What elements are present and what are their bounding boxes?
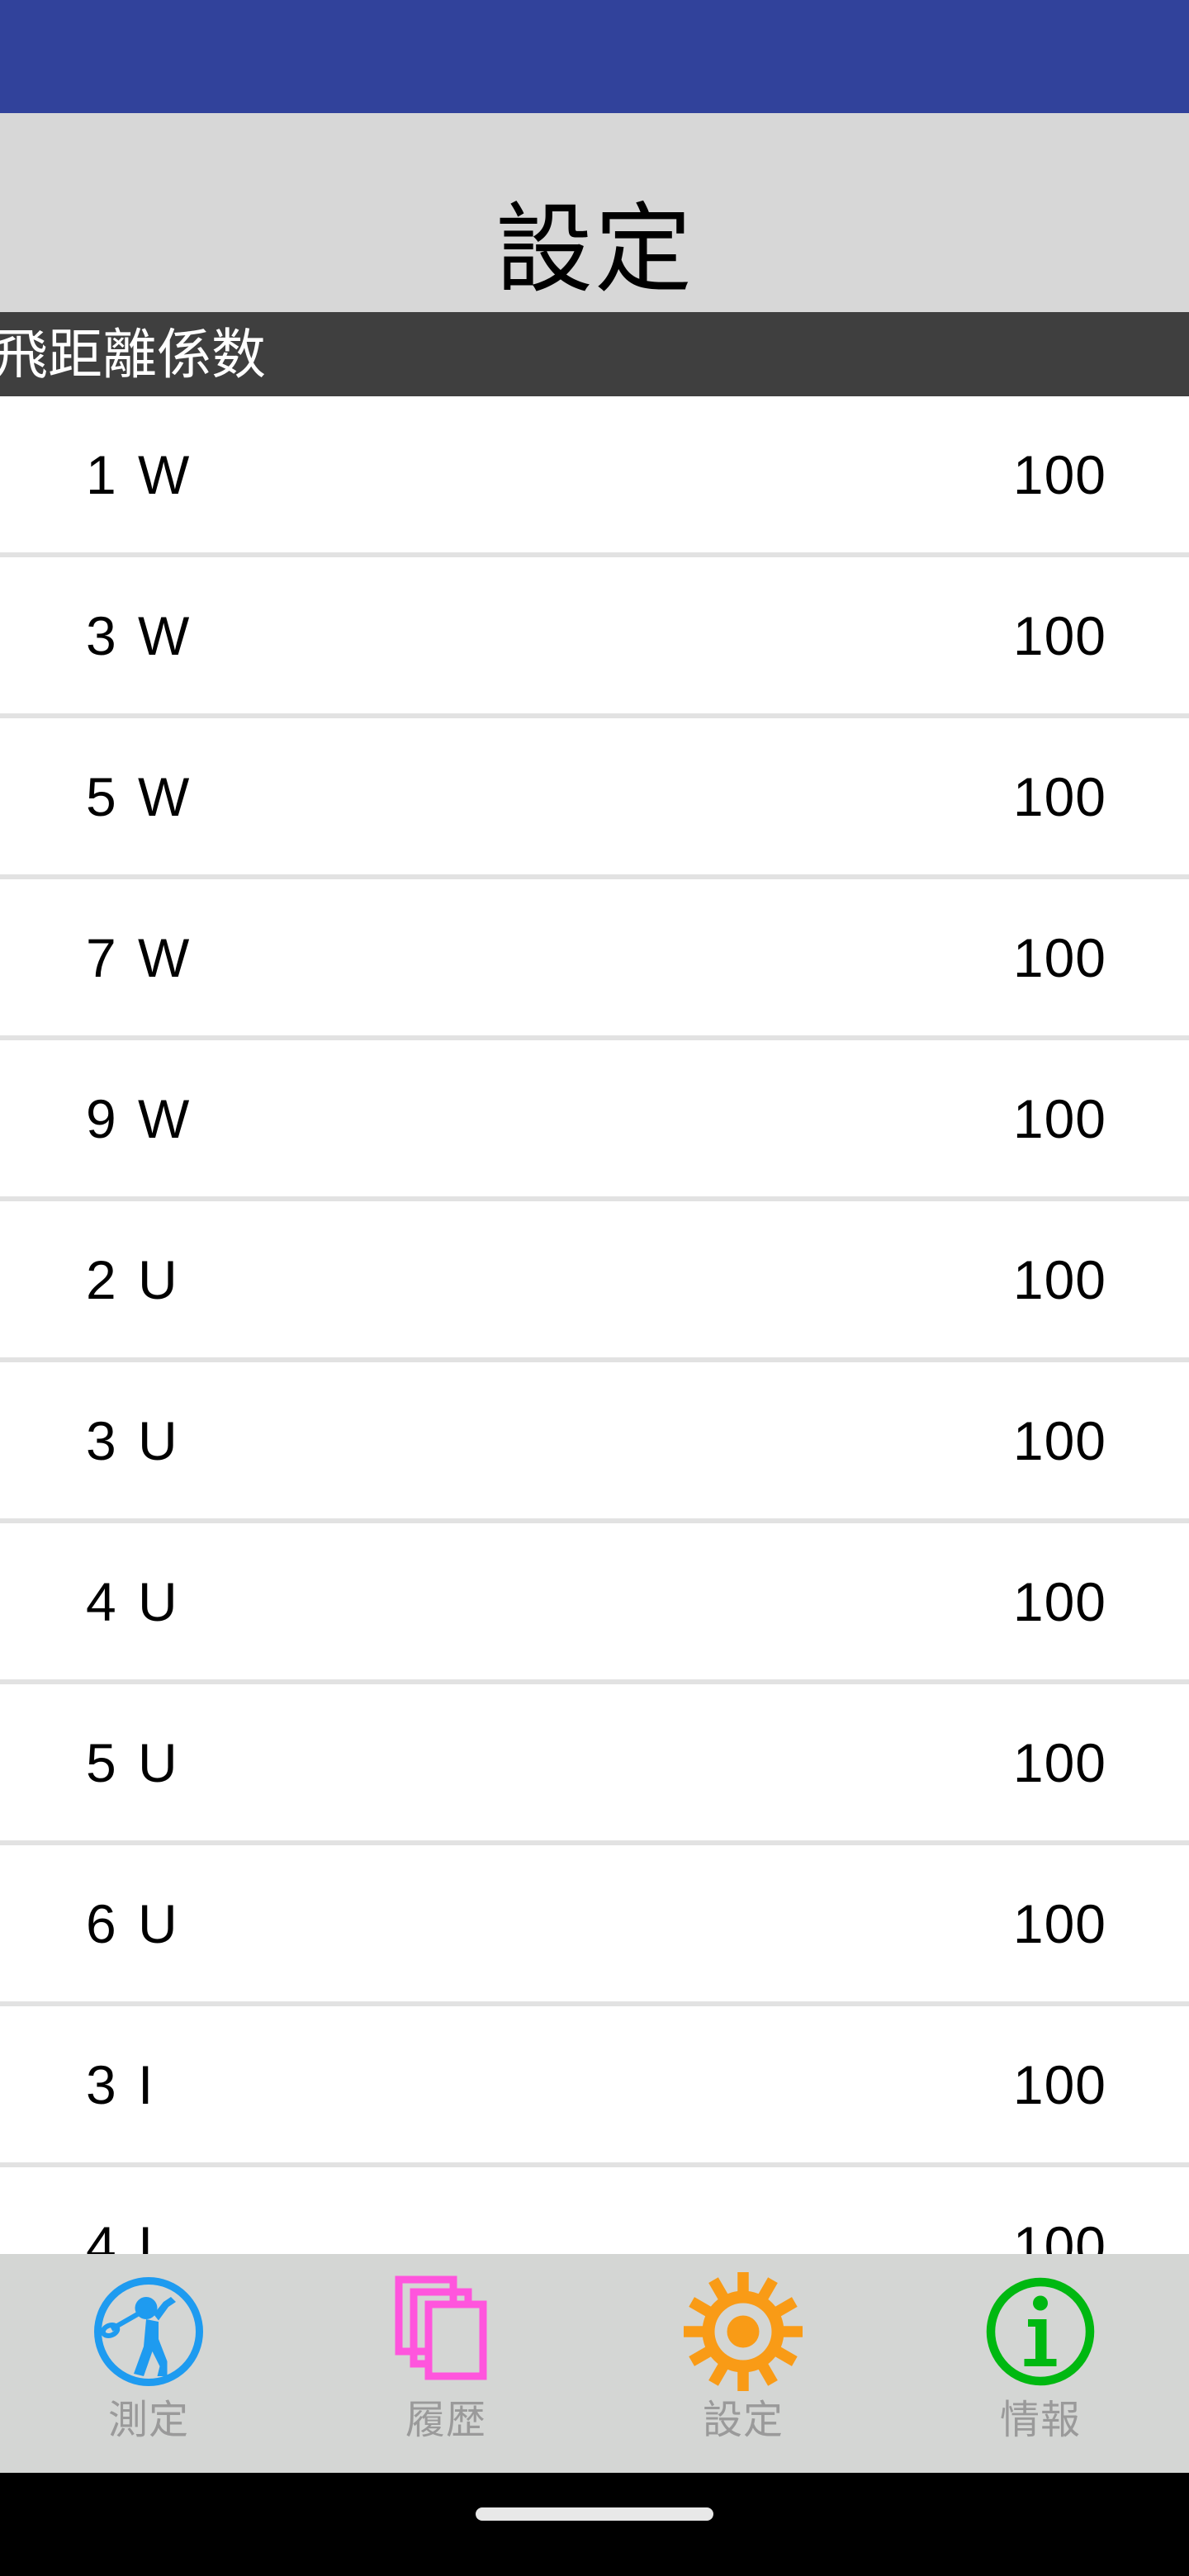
table-row[interactable]: 5 W 100 (0, 718, 1189, 879)
club-label: 6 U (86, 1892, 181, 1954)
club-label: 3 U (86, 1409, 181, 1471)
club-label: 3 I (86, 2053, 157, 2115)
tab-label: 履歴 (405, 2398, 486, 2442)
table-row[interactable]: 4 I 100 (0, 2167, 1189, 2254)
club-label: 7 W (86, 926, 193, 988)
club-label: 1 W (86, 443, 193, 505)
tab-bar: 測定 履歴 設定 情報 (0, 2254, 1189, 2473)
section-header: 飛距離係数 (0, 312, 1189, 396)
club-coefficient-value[interactable]: 100 (1012, 1731, 1106, 1793)
table-row[interactable]: 1 W 100 (0, 396, 1189, 557)
club-label: 2 U (86, 1248, 181, 1310)
club-label: 3 W (86, 604, 193, 666)
tab-label: 測定 (107, 2398, 189, 2442)
status-bar (0, 0, 1189, 113)
club-coefficient-value[interactable]: 100 (1012, 765, 1106, 827)
table-row[interactable]: 5 U 100 (0, 1684, 1189, 1845)
table-row[interactable]: 9 W 100 (0, 1040, 1189, 1201)
section-header-label: 飛距離係数 (0, 324, 266, 385)
club-coefficient-value[interactable]: 100 (1012, 1570, 1106, 1632)
documents-icon[interactable] (380, 2266, 512, 2398)
club-coefficient-value[interactable]: 100 (1012, 1248, 1106, 1310)
table-row[interactable]: 3 U 100 (0, 1362, 1189, 1523)
gear-icon[interactable] (677, 2266, 809, 2398)
table-row[interactable]: 4 U 100 (0, 1523, 1189, 1684)
golfer-icon[interactable] (83, 2266, 215, 2398)
tab-label: 情報 (999, 2398, 1081, 2442)
table-row[interactable]: 3 W 100 (0, 557, 1189, 718)
navigation-bar: 設定 (0, 113, 1189, 312)
table-row[interactable]: 2 U 100 (0, 1201, 1189, 1362)
page-title: 設定 (495, 196, 694, 305)
club-label: 9 W (86, 1087, 193, 1149)
tab-item-gear[interactable]: 設定 (594, 2254, 892, 2473)
tab-label: 設定 (702, 2398, 784, 2442)
club-label: 5 U (86, 1731, 181, 1793)
table-row[interactable]: 3 I 100 (0, 2006, 1189, 2167)
tab-item-documents[interactable]: 履歴 (297, 2254, 594, 2473)
club-coefficient-value[interactable]: 100 (1012, 443, 1106, 505)
club-coefficient-value[interactable]: 100 (1012, 926, 1106, 988)
club-coefficient-value[interactable]: 100 (1012, 604, 1106, 666)
home-indicator[interactable] (476, 2507, 713, 2521)
distance-coefficient-list[interactable]: 1 W 100 3 W 100 5 W 100 7 W 100 9 W 100 2 U 100 3 U 1… (0, 396, 1189, 2254)
table-row[interactable]: 6 U 100 (0, 1845, 1189, 2006)
club-coefficient-value[interactable]: 100 (1012, 1409, 1106, 1471)
club-label: 4 I (86, 2214, 157, 2255)
tab-item-golfer[interactable]: 測定 (0, 2254, 297, 2473)
club-coefficient-value[interactable]: 100 (1012, 2053, 1106, 2115)
club-label: 5 W (86, 765, 193, 827)
info-circle-icon[interactable] (974, 2266, 1106, 2398)
home-indicator-area (0, 2473, 1189, 2576)
club-coefficient-value[interactable]: 100 (1012, 1087, 1106, 1149)
club-label: 4 U (86, 1570, 181, 1632)
club-coefficient-value[interactable]: 100 (1012, 1892, 1106, 1954)
tab-item-info-circle[interactable]: 情報 (892, 2254, 1189, 2473)
club-coefficient-value[interactable]: 100 (1012, 2214, 1106, 2255)
table-row[interactable]: 7 W 100 (0, 879, 1189, 1040)
